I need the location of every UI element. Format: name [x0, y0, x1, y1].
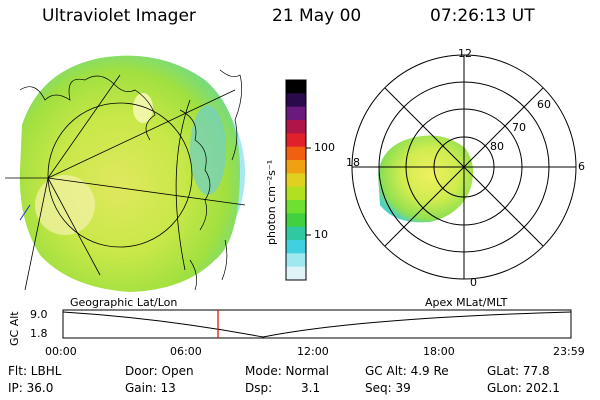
- colorbar-segment: [286, 240, 306, 254]
- x-tick-0000: 00:00: [45, 345, 77, 358]
- colorbar-segment: [286, 226, 306, 241]
- timeline-plot: [62, 309, 572, 339]
- ip-label: IP: 36.0: [8, 381, 54, 395]
- glat-label: GLat: 77.8: [487, 364, 550, 378]
- x-tick-1200: 12:00: [297, 345, 329, 358]
- filter-label: Flt: LBHL: [8, 364, 62, 378]
- colorbar-segment: [286, 266, 306, 281]
- geographic-uv-image: [5, 55, 246, 292]
- mlt-label-0: 0: [470, 276, 477, 289]
- mlat-label-70: 70: [512, 121, 526, 134]
- colorbar-segment: [286, 146, 306, 161]
- polar-mlt-plot: [351, 54, 577, 280]
- mlt-label-18: 18: [346, 156, 360, 169]
- geographic-title: Geographic Lat/Lon: [70, 296, 178, 309]
- app-title: Ultraviolet Imager: [42, 6, 196, 26]
- colorbar-segment: [286, 213, 306, 228]
- time-label: 07:26:13 UT: [430, 6, 535, 26]
- colorbar-segment: [286, 160, 306, 174]
- apex-title: Apex MLat/MLT: [425, 296, 508, 309]
- glon-label: GLon: 202.1: [487, 381, 560, 395]
- mlat-label-80: 80: [490, 140, 504, 153]
- colorbar-tick-10: 10: [314, 228, 328, 241]
- colorbar-segment: [286, 200, 306, 214]
- y-tick-1-8: 1.8: [30, 327, 48, 340]
- mlt-label-12: 12: [458, 47, 472, 60]
- mode-label: Mode: Normal: [245, 364, 329, 378]
- mlat-label-60: 60: [537, 98, 551, 111]
- x-tick-0600: 06:00: [170, 345, 202, 358]
- colorbar-tick-100: 100: [314, 141, 335, 154]
- gc-alt-label: GC Alt: 4.9 Re: [365, 364, 449, 378]
- dsp-value: 3.1: [301, 381, 321, 395]
- colorbar-segment: [286, 173, 306, 188]
- seq-label: Seq: 39: [365, 381, 411, 395]
- colorbar-segment: [286, 106, 306, 121]
- x-tick-2359: 23:59: [553, 345, 585, 358]
- y-tick-9: 9.0: [30, 308, 48, 321]
- colorbar-segment: [286, 253, 306, 268]
- colorbar-segment: [286, 186, 306, 201]
- gain-label: Gain: 13: [125, 381, 176, 395]
- colorbar-unit-label: photon cm⁻²s⁻¹: [265, 159, 278, 245]
- x-tick-1800: 18:00: [423, 345, 455, 358]
- colorbar-segment: [286, 133, 306, 148]
- colorbar-segment: [286, 120, 306, 134]
- colorbar: [285, 79, 311, 281]
- door-label: Door: Open: [125, 364, 194, 378]
- date-label: 21 May 00: [272, 6, 362, 26]
- colorbar-segment: [286, 93, 306, 108]
- colorbar-segment: [286, 80, 306, 94]
- dsp-label: Dsp:: [245, 381, 273, 395]
- mlt-label-6: 6: [578, 160, 585, 173]
- timeline-ylabel: GC Alt: [8, 311, 21, 346]
